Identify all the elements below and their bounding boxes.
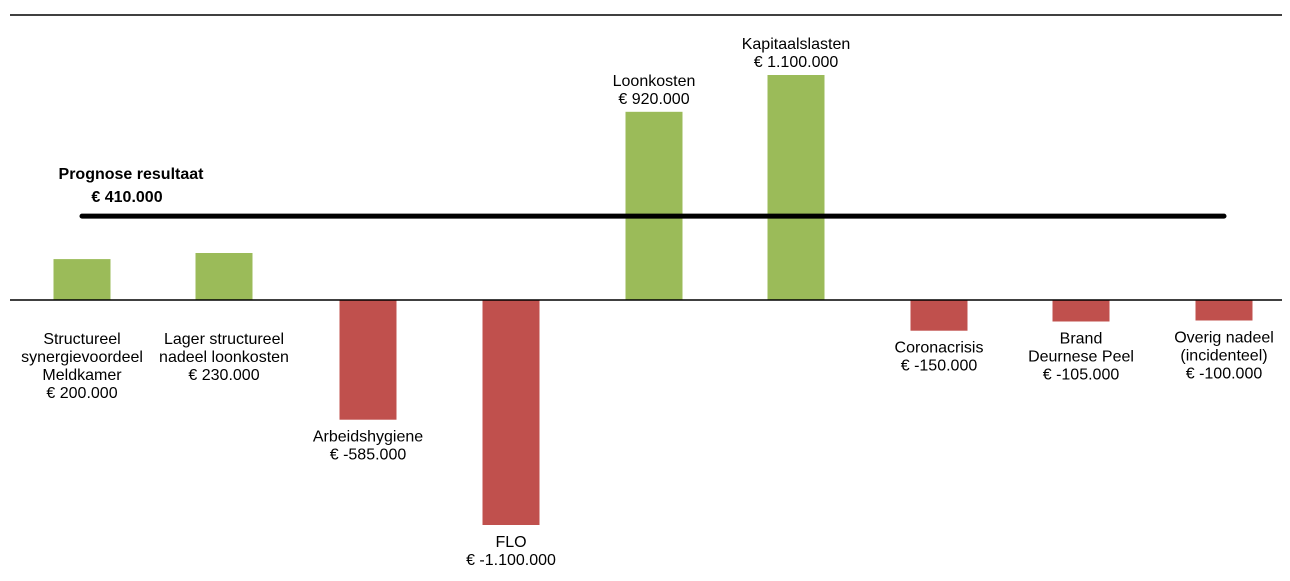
bar-value-label: € 200.000: [46, 385, 117, 402]
bar-loonkosten: [625, 111, 683, 300]
bar-label-kapitaalslasten: Kapitaalslasten € 1.100.000: [742, 36, 851, 71]
bar-value-label: € 1.100.000: [754, 54, 839, 71]
bar-label-coronacrisis: Coronacrisis € -150.000: [895, 340, 984, 375]
bar-flo: [482, 300, 540, 525]
bar-category-label: (incidenteel): [1180, 348, 1267, 365]
bar-label-structureel-synergievoordeel-meldkamer: Structureel synergievoordeel Meldkamer € 20…: [21, 331, 143, 402]
bar-label-flo: FLO € -1.100.000: [466, 534, 556, 569]
bar-value-label: € -105.000: [1043, 367, 1120, 384]
bars-layer: [53, 75, 1253, 525]
bar-arbeidshygiene: [339, 300, 397, 420]
bar-value-label: € -1.100.000: [466, 552, 556, 569]
bar-category-label: synergievoordeel: [21, 349, 143, 366]
bar-value-label: € -150.000: [901, 358, 978, 375]
bar-label-brand-deurnese-peel: Brand Deurnese Peel € -105.000: [1028, 331, 1134, 384]
bar-category-label: Structureel: [43, 331, 120, 348]
bar-coronacrisis: [910, 300, 968, 331]
bar-category-label: Loonkosten: [613, 73, 696, 90]
bar-category-label: Coronacrisis: [895, 340, 984, 357]
prognosis-title: Prognose resultaat: [59, 166, 205, 183]
bar-value-label: € 920.000: [618, 91, 689, 108]
bar-brand-deurnese-peel: [1052, 300, 1110, 322]
bar-value-label: € 230.000: [188, 367, 259, 384]
bar-category-label: Arbeidshygiene: [313, 429, 423, 446]
bar-category-label: Deurnese Peel: [1028, 349, 1134, 366]
bar-category-label: Lager structureel: [164, 331, 284, 348]
bar-category-label: Meldkamer: [42, 367, 122, 384]
bar-structureel-synergievoordeel-meldkamer: [53, 259, 111, 300]
bar-category-label: FLO: [495, 534, 526, 551]
bar-overig-nadeel-incidenteel: [1195, 300, 1253, 321]
labels-layer: Structureel synergievoordeel Meldkamer € 20…: [21, 36, 1274, 569]
prognosis-value: € 410.000: [91, 189, 162, 206]
bar-value-label: € -585.000: [330, 447, 407, 464]
bar-label-lager-structureel-nadeel-loonkosten: Lager structureel nadeel loonkosten € 230.…: [159, 331, 289, 384]
bar-label-loonkosten: Loonkosten € 920.000: [613, 73, 696, 108]
bar-lager-structureel-nadeel-loonkosten: [195, 253, 253, 300]
bar-label-overig-nadeel-incidenteel: Overig nadeel (incidenteel) € -100.000: [1174, 330, 1274, 383]
bar-kapitaalslasten: [767, 75, 825, 300]
bar-category-label: Overig nadeel: [1174, 330, 1274, 347]
bar-category-label: Brand: [1060, 331, 1103, 348]
bar-value-label: € -100.000: [1186, 366, 1263, 383]
bar-category-label: nadeel loonkosten: [159, 349, 289, 366]
bar-category-label: Kapitaalslasten: [742, 36, 851, 53]
bar-label-arbeidshygiene: Arbeidshygiene € -585.000: [313, 429, 423, 464]
